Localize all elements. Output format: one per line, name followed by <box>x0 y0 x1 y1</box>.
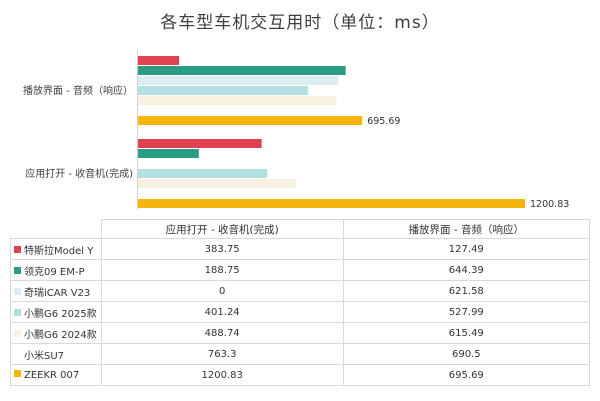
series-name-cell: 领克09 EM-P <box>10 259 102 281</box>
legend-swatch <box>14 351 21 358</box>
bar-5-0 <box>138 106 361 115</box>
table-corner <box>10 219 102 239</box>
table-value-cell: 644.39 <box>342 259 591 281</box>
table-row: ZEEKR 007 1200.83 695.69 <box>10 364 591 386</box>
series-name: 小鹏G6 2025款 <box>24 308 97 320</box>
bar-6-1 <box>138 199 525 208</box>
legend-swatch <box>14 330 21 337</box>
series-name: 特斯拉Model Y <box>24 245 94 257</box>
table-header-col-1: 播放界面 - 音频（响应） <box>342 219 591 239</box>
series-name-cell: 小鹏G6 2025款 <box>10 301 102 323</box>
table-row: 小鹏G6 2024款 488.74 615.49 <box>10 322 591 344</box>
bar-1-1 <box>138 149 199 158</box>
bar-3-1 <box>138 169 268 178</box>
table-value-cell: 127.49 <box>342 238 591 260</box>
legend-swatch <box>14 267 21 274</box>
category-label-1: 应用打开 - 收音机(完成) <box>25 167 133 180</box>
table-value-cell: 0 <box>100 280 344 302</box>
series-name: 奇瑞iCAR V23 <box>24 287 91 299</box>
series-name: 小米SU7 <box>24 350 65 362</box>
bar-2-0 <box>138 76 339 85</box>
bar-0-0 <box>138 56 180 65</box>
bar-1-0 <box>138 66 346 75</box>
table-value-cell: 527.99 <box>342 301 591 323</box>
bar-4-1 <box>138 179 296 188</box>
legend-swatch <box>14 246 21 253</box>
bar-0-1 <box>138 139 262 148</box>
series-name: 小鹏G6 2024款 <box>24 329 97 341</box>
category-label-0: 播放界面 - 音频（响应） <box>23 84 133 97</box>
table-value-cell: 383.75 <box>100 238 344 260</box>
table-body: 特斯拉Model Y 383.75 127.49 领克09 EM-P 188.75 644… <box>10 238 591 386</box>
data-labels: 695.69 1200.83 <box>367 116 569 210</box>
table-value-cell: 1200.83 <box>100 364 344 386</box>
table-value-cell: 695.69 <box>342 364 591 386</box>
legend-swatch <box>14 370 21 377</box>
bar-5-1 <box>138 189 384 198</box>
bar-3-0 <box>138 86 309 95</box>
series-name-cell: 奇瑞iCAR V23 <box>10 280 102 302</box>
table-row: 奇瑞iCAR V23 0 621.58 <box>10 280 591 302</box>
series-name-cell: 特斯拉Model Y <box>10 238 102 260</box>
table-value-cell: 615.49 <box>342 322 591 344</box>
table-header-row: 应用打开 - 收音机(完成) 播放界面 - 音频（响应） <box>10 219 591 239</box>
data-label-0: 695.69 <box>367 116 400 127</box>
bars-group <box>138 56 525 208</box>
series-name-cell: 小米SU7 <box>10 343 102 365</box>
bar-chart: 播放界面 - 音频（响应） 应用打开 - 收音机(完成) 695.69 1200.8… <box>23 50 569 210</box>
series-name-cell: 小鹏G6 2024款 <box>10 322 102 344</box>
series-name-cell: ZEEKR 007 <box>10 364 102 386</box>
table-header-col-0: 应用打开 - 收音机(完成) <box>100 219 344 239</box>
series-name: 领克09 EM-P <box>24 266 85 278</box>
table-value-cell: 690.5 <box>342 343 591 365</box>
table-value-cell: 401.24 <box>100 301 344 323</box>
table-value-cell: 488.74 <box>100 322 344 344</box>
bar-4-0 <box>138 96 337 105</box>
chart-title: 各车型车机交互用时（单位：ms） <box>160 13 440 33</box>
data-label-1: 1200.83 <box>530 199 569 210</box>
table-row: 小米SU7 763.3 690.5 <box>10 343 591 365</box>
legend-swatch <box>14 309 21 316</box>
category-labels: 播放界面 - 音频（响应） 应用打开 - 收音机(完成) <box>23 84 133 180</box>
legend-swatch <box>14 288 21 295</box>
table-row: 小鹏G6 2025款 401.24 527.99 <box>10 301 591 323</box>
series-name: ZEEKR 007 <box>24 369 80 381</box>
data-table: 应用打开 - 收音机(完成) 播放界面 - 音频（响应） 特斯拉Model Y 3… <box>10 219 591 386</box>
table-value-cell: 188.75 <box>100 259 344 281</box>
table-value-cell: 763.3 <box>100 343 344 365</box>
bar-6-0 <box>138 116 363 125</box>
table-value-cell: 621.58 <box>342 280 591 302</box>
table-row: 领克09 EM-P 188.75 644.39 <box>10 259 591 281</box>
table-row: 特斯拉Model Y 383.75 127.49 <box>10 238 591 260</box>
